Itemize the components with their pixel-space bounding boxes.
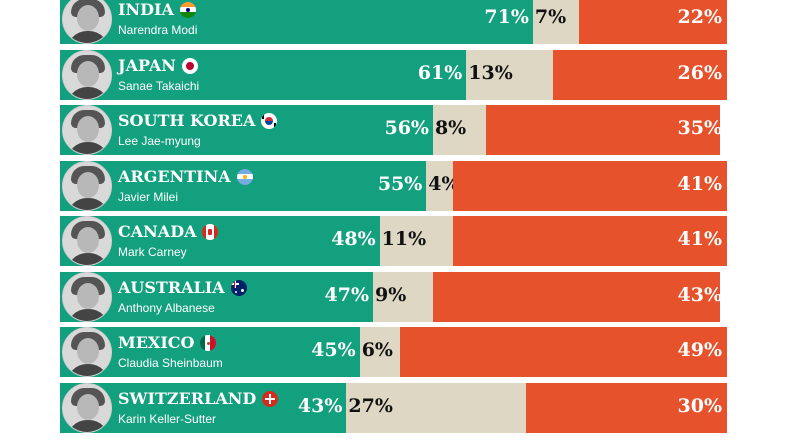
country-name: ARGENTINA	[118, 166, 231, 186]
bar-segment-approve	[60, 216, 381, 266]
bar-segment-disapprove	[552, 49, 727, 100]
bar-segment-unsure	[359, 327, 401, 377]
switzerland-flag-icon	[262, 390, 279, 407]
leader-avatar	[62, 327, 112, 377]
data-label-unsure: 9%	[375, 283, 407, 306]
data-label-disapprove: 41%	[677, 228, 723, 250]
data-label-approve: 47%	[324, 283, 370, 306]
country-name: SOUTH KOREA	[118, 111, 256, 130]
leader-avatar	[62, 105, 112, 155]
data-label-unsure: 7%	[534, 6, 567, 28]
data-label-disapprove: 22%	[677, 6, 723, 28]
bar-row: 55% 4% 41% ARGENTINA Javier Milei	[60, 160, 727, 211]
bar-segment-approve	[60, 105, 434, 155]
data-label-unsure: 6%	[361, 339, 393, 361]
data-label-disapprove: 35%	[677, 117, 723, 139]
leader-name: Narendra Modi	[118, 23, 198, 37]
bar-row: 48% 11% 41% CANADA Mark Carney	[60, 216, 727, 266]
bar-segment-approve	[60, 49, 467, 100]
data-label-disapprove: 26%	[677, 61, 723, 84]
country-label: INDIA	[118, 0, 196, 20]
data-label-disapprove: 43%	[677, 283, 723, 306]
country-label: AUSTRALIA	[118, 278, 247, 298]
argentina-flag-icon	[236, 168, 253, 185]
country-name: AUSTRALIA	[118, 277, 225, 297]
leader-name: Mark Carney	[118, 245, 187, 259]
bar-segment-disapprove	[579, 0, 727, 44]
bar-segment-unsure	[373, 271, 434, 322]
bar-segment-disapprove	[452, 216, 727, 266]
country-label: CANADA	[118, 222, 219, 242]
bar-row: 45% 6% 49% MEXICO Claudia Sheinbaum	[60, 327, 727, 377]
india-flag-icon	[179, 2, 196, 18]
data-label-unsure: 4%	[428, 172, 460, 195]
data-label-unsure: 27%	[348, 394, 393, 417]
country-name: INDIA	[118, 0, 174, 19]
leader-name: Sanae Takaichi	[118, 78, 200, 93]
bar-segment-disapprove	[399, 327, 727, 377]
data-label-approve: 48%	[331, 228, 376, 250]
australia-flag-icon	[230, 279, 247, 296]
data-label-unsure: 8%	[434, 117, 467, 139]
bar-segment-disapprove	[432, 271, 720, 322]
bar-row: 61% 13% 26% JAPAN Sanae Takaichi	[60, 49, 727, 100]
leader-avatar	[62, 382, 112, 433]
country-label: SWITZERLAND	[118, 388, 279, 409]
bar-row: 71% 7% 22% INDIA Narendra Modi	[60, 0, 727, 44]
bar-segment-unsure	[426, 160, 454, 211]
country-label: ARGENTINA	[118, 167, 253, 187]
canada-flag-icon	[202, 224, 219, 240]
japan-flag-icon	[181, 57, 198, 74]
bar-segment-approve	[60, 0, 534, 44]
bar-segment-approve	[60, 271, 374, 322]
data-label-approve: 61%	[417, 61, 463, 84]
data-label-unsure: 13%	[468, 61, 513, 84]
south-korea-flag-icon	[261, 113, 278, 129]
leader-name: Lee Jae-myung	[118, 134, 201, 148]
data-label-approve: 45%	[311, 339, 356, 361]
country-label: MEXICO	[118, 333, 217, 353]
data-label-unsure: 11%	[381, 228, 427, 250]
leader-name: Javier Milei	[118, 189, 179, 204]
data-label-disapprove: 49%	[677, 339, 723, 361]
bar-segment-unsure	[432, 105, 487, 155]
country-name: JAPAN	[118, 55, 176, 75]
bar-row: 56% 8% 35% SOUTH KOREA Lee Jae-myung	[60, 105, 726, 155]
country-name: MEXICO	[118, 333, 195, 352]
bar-segment-unsure	[466, 49, 554, 100]
bar-segment-disapprove	[452, 160, 727, 211]
leader-name: Anthony Albanese	[118, 300, 215, 315]
data-label-approve: 71%	[484, 6, 529, 28]
bar-segment-unsure	[346, 382, 527, 433]
country-label: JAPAN	[118, 56, 198, 76]
bar-segment-disapprove	[526, 382, 727, 433]
bar-segment-disapprove	[486, 105, 720, 155]
country-label: SOUTH KOREA	[118, 111, 278, 131]
country-name: CANADA	[118, 222, 197, 241]
data-label-approve: 43%	[297, 394, 343, 417]
leader-avatar	[62, 0, 112, 44]
data-label-disapprove: 30%	[677, 394, 723, 417]
data-label-approve: 56%	[384, 117, 429, 139]
leader-avatar	[62, 271, 112, 322]
leader-name: Karin Keller-Sutter	[118, 411, 217, 426]
bar-row: 47% 9% 43% AUSTRALIA Anthony Albanese	[60, 271, 726, 322]
bar-segment-unsure	[379, 216, 454, 266]
leader-avatar	[62, 49, 112, 100]
leader-avatar	[62, 160, 112, 211]
bar-row: 43% 27% 30% SWITZERLAND Karin Keller-Sutter	[60, 382, 727, 433]
mexico-flag-icon	[200, 335, 217, 351]
data-label-disapprove: 41%	[677, 172, 723, 195]
country-name: SWITZERLAND	[118, 388, 257, 408]
data-label-approve: 55%	[377, 172, 423, 195]
leader-name: Claudia Sheinbaum	[118, 356, 223, 370]
leader-avatar	[62, 216, 112, 266]
bar-segment-unsure	[532, 0, 581, 44]
